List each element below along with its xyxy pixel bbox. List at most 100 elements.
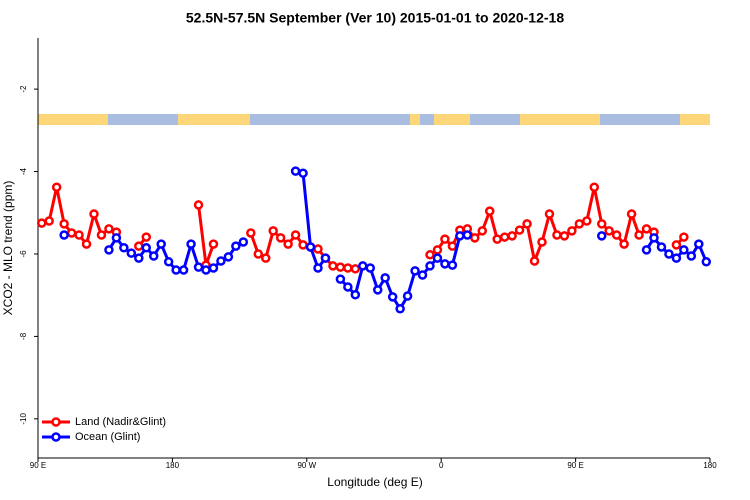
data-point [163, 257, 174, 267]
data-point [574, 219, 585, 229]
data-point [208, 263, 219, 273]
data-point [365, 263, 376, 273]
y-axis-label: XCO2 - MLO trend (ppm) [1, 181, 15, 316]
data-point [335, 262, 346, 272]
data-point [522, 219, 532, 229]
data-point [298, 168, 308, 178]
data-point [447, 241, 458, 251]
data-point [74, 230, 84, 240]
y-tick-label: -10 [19, 413, 28, 425]
data-point [432, 245, 443, 255]
data-point [141, 243, 152, 253]
data-point [686, 251, 697, 261]
ocean-patch [600, 114, 680, 125]
data-point [51, 182, 62, 192]
data-point [589, 182, 600, 192]
data-point [104, 245, 114, 255]
x-tick-label: 180 [703, 461, 717, 470]
data-point [59, 219, 69, 229]
data-point [679, 232, 689, 242]
data-point [193, 262, 204, 272]
data-point [544, 209, 555, 219]
data-point [81, 239, 92, 249]
data-point [350, 290, 361, 300]
data-point [343, 282, 353, 292]
data-point [171, 265, 181, 275]
data-point [484, 206, 495, 216]
legend-label: Ocean (Glint) [75, 431, 140, 443]
data-point [664, 249, 674, 259]
data-point [507, 231, 517, 241]
data-point [44, 216, 54, 226]
data-point [260, 253, 271, 263]
data-point [126, 248, 137, 258]
data-point [552, 230, 562, 240]
ocean-patch [470, 114, 520, 125]
data-point [350, 264, 361, 274]
ocean-patch [420, 114, 434, 125]
data-point [596, 219, 607, 229]
data-point [275, 233, 286, 243]
legend-label: Land (Nadir&Glint) [75, 416, 166, 428]
legend-marker [51, 432, 61, 442]
data-point [305, 242, 316, 252]
data-point [246, 228, 256, 238]
map-strip [38, 114, 710, 125]
data-point [119, 243, 129, 253]
data-point [529, 256, 540, 266]
data-point [455, 231, 465, 241]
data-point [641, 245, 652, 255]
legend-marker [51, 417, 61, 427]
ocean-patch [250, 114, 410, 125]
data-point [89, 209, 99, 219]
data-point [537, 237, 547, 247]
data-point [186, 239, 196, 249]
data-point [649, 233, 659, 243]
data-point [193, 200, 204, 210]
data-point [440, 234, 450, 244]
data-point [156, 239, 166, 249]
data-point [313, 244, 323, 254]
y-tick-label: -8 [19, 332, 28, 340]
data-point [671, 240, 682, 250]
data-point [425, 261, 435, 271]
data-point [290, 230, 301, 240]
data-point [208, 239, 219, 249]
data-point [231, 241, 241, 251]
data-point [134, 253, 144, 263]
data-point [679, 245, 689, 255]
data-point [410, 266, 420, 276]
data-point [290, 166, 301, 176]
data-point [328, 261, 338, 271]
data-point [582, 216, 592, 226]
data-point [417, 270, 428, 280]
y-tick-label: -6 [19, 250, 28, 258]
data-point [134, 241, 144, 251]
series-line [107, 169, 708, 312]
data-point [470, 233, 480, 243]
data-point [447, 260, 458, 270]
data-point [178, 265, 189, 275]
data-point [395, 304, 405, 314]
data-point [104, 224, 114, 234]
data-point [358, 261, 368, 271]
data-point [66, 228, 77, 238]
data-point [567, 226, 577, 236]
data-point [343, 263, 353, 273]
data-point [641, 224, 652, 234]
x-tick-label: 0 [439, 461, 444, 470]
data-point [387, 292, 398, 302]
data-point [380, 273, 390, 283]
data-point [694, 239, 704, 249]
data-point [596, 231, 607, 241]
data-point [432, 253, 443, 263]
data-point [477, 226, 488, 236]
data-point [335, 274, 346, 284]
x-axis-label: Longitude (deg E) [327, 475, 422, 489]
data-point [440, 259, 450, 269]
data-point [298, 240, 308, 250]
data-point [462, 230, 473, 240]
data-point [671, 253, 682, 263]
y-tick-label: -2 [19, 85, 28, 93]
